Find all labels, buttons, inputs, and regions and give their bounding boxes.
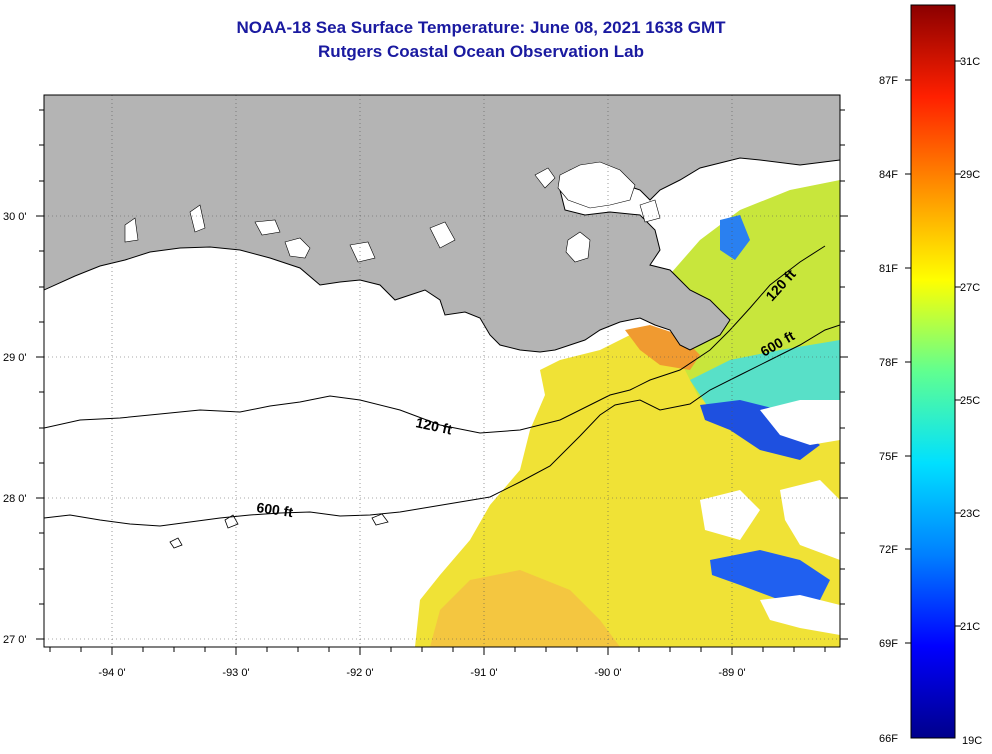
colorbar-c-27: 27C [960,282,980,294]
colorbar-f-84: 84F [879,169,898,181]
contour-120ft-west [44,245,826,434]
lake-2 [534,167,556,189]
colorbar-c-31: 31C [960,56,980,68]
lat-label-28: 28 0' [3,493,27,505]
colorbar-c-21: 21C [960,621,980,633]
lon-label-93: -93 0' [222,667,249,679]
colorbar-ticks [905,60,961,644]
colorbar-c-19: 19C [962,735,982,747]
sst-warm-patch [430,570,620,647]
contour-label-120ft-west: 120 ft [414,414,453,437]
colorbar-c-29: 29C [960,169,980,181]
lon-label-91: -91 0' [470,667,497,679]
map-title: NOAA-18 Sea Surface Temperature: June 08… [236,18,726,37]
lake-10 [639,199,661,223]
lake-6 [189,204,206,233]
colorbar-f-87: 87F [879,75,898,87]
colorbar-f-72: 72F [879,544,898,556]
colorbar [910,4,956,739]
contour-600ft-west [44,324,840,527]
map-frame [43,94,841,648]
colorbar-f-69: 69F [879,638,898,650]
lake-4 [284,237,311,259]
lon-tick-marks [49,647,826,655]
colorbar-f-66: 66F [879,733,898,745]
lake-pontchartrain [557,161,636,209]
map-subtitle: Rutgers Coastal Ocean Observation Lab [318,42,644,61]
lat-label-27: 27 0' [3,634,27,646]
cloud-patch-3 [780,480,840,560]
lat-label-30: 30 0' [3,211,27,223]
sst-blue-patch-2 [710,550,830,600]
lon-label-94: -94 0' [98,667,125,679]
lake-7 [124,217,139,243]
colorbar-f-75: 75F [879,451,898,463]
lake-3 [565,231,591,263]
contour-small-1 [169,537,183,549]
lake-8 [429,221,456,249]
lat-label-29: 29 0' [3,352,27,364]
cloud-patch-1 [760,400,840,445]
lake-5 [254,219,281,236]
colorbar-f-81: 81F [879,263,898,275]
cloud-patch-2 [700,490,760,540]
colorbar-f-78: 78F [879,357,898,369]
colorbar-c-23: 23C [960,508,980,520]
lon-label-92: -92 0' [346,667,373,679]
sst-blue-patch-3 [720,215,750,260]
contour-label-600ft-west: 600 ft [256,499,295,520]
sst-blue-patch-1 [700,400,820,460]
lat-tick-marks [36,109,848,640]
contour-small-2 [224,514,239,529]
cloud-patch-4 [760,595,840,635]
lake-9 [349,241,376,263]
contour-small-3 [371,513,389,526]
lon-label-89: -89 0' [718,667,745,679]
lon-label-90: -90 0' [594,667,621,679]
colorbar-c-25: 25C [960,395,980,407]
grid-lines [44,95,840,647]
